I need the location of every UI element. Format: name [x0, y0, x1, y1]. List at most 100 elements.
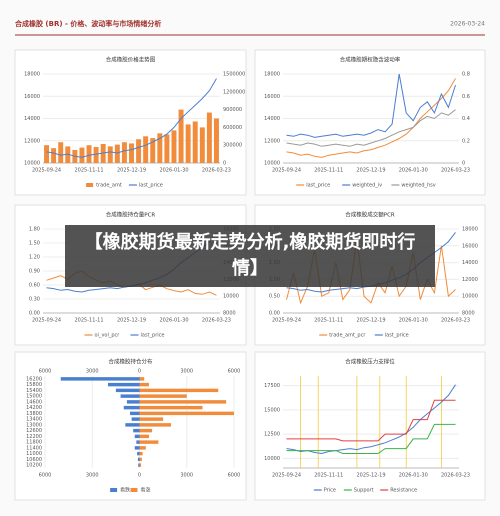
x-tick-label: 2025-11-11 — [74, 168, 103, 174]
legend-label: trade_amt_pcr — [329, 333, 366, 339]
y2-tick-label: 0 — [223, 161, 226, 167]
line — [286, 73, 456, 138]
y2-tick-label: 16000 — [462, 243, 478, 249]
bar — [123, 405, 140, 410]
x-tick-label: 3000 — [180, 369, 193, 375]
bar — [121, 142, 127, 163]
chart-panel: 合成橡胶压力支撑位 Price Support Resistance 10000 1250… — [254, 351, 486, 501]
chart-title: 合成橡胶成交额PCR — [345, 211, 395, 219]
x-tick-label: 3000 — [86, 473, 99, 479]
bar — [137, 457, 140, 462]
bar — [139, 463, 142, 467]
x-tick-label: 2025-12-19 — [356, 168, 385, 174]
bar — [125, 423, 140, 427]
legend-label: Price — [324, 488, 336, 494]
line — [286, 399, 456, 442]
bar — [139, 423, 171, 427]
bar — [137, 451, 140, 456]
y-tick-label: 13000 — [26, 422, 42, 428]
y-tick-label: 17500 — [264, 383, 280, 389]
x-tick-label: 2026-01-30 — [159, 318, 188, 324]
chart-title: 合成橡胶期权隐含波动率 — [340, 56, 401, 64]
bar — [134, 434, 140, 439]
x-tick-label: 2026-03-23 — [441, 168, 470, 174]
y-tick-label: 0.50 — [269, 294, 280, 300]
bar — [44, 145, 50, 163]
x-tick-label: 2025-12-19 — [117, 168, 146, 174]
x-tick-label: 2025-12-19 — [356, 318, 385, 324]
bar — [143, 136, 149, 163]
panel-bg — [254, 351, 486, 501]
legend-label: oi_vol_pcr — [95, 333, 121, 339]
bar — [157, 133, 163, 163]
bar — [139, 382, 149, 387]
x-tick-label: 2025-09-24 — [272, 318, 301, 324]
bar — [114, 144, 120, 163]
bar — [139, 394, 187, 398]
y-tick-label: 1.20 — [29, 255, 40, 261]
legend-label: Resistance — [390, 488, 417, 494]
y2-tick-label: 0.6 — [462, 94, 470, 100]
bar — [58, 142, 64, 163]
y2-tick-label: 10000 — [223, 294, 239, 300]
bar — [108, 382, 140, 387]
y-tick-label: 16200 — [26, 376, 42, 382]
x-tick-label: 3000 — [86, 369, 99, 375]
legend-label: weighted_hsv — [401, 183, 435, 189]
legend-swatch — [110, 488, 118, 492]
bar — [60, 377, 140, 381]
bar — [192, 121, 198, 163]
bar — [206, 112, 212, 163]
x-tick-label: 0 — [138, 369, 141, 375]
legend-swatch — [130, 488, 138, 492]
y2-tick-label: 0.8 — [462, 72, 470, 78]
bar — [136, 139, 142, 163]
x-tick-label: 2025-09-24 — [272, 168, 301, 174]
y-tick-label: 13800 — [26, 411, 42, 417]
x-tick-label: 2026-01-30 — [399, 473, 428, 479]
x-tick-label: 2025-12-19 — [356, 473, 385, 479]
chart-title: 合成橡胶价格走势图 — [106, 56, 156, 64]
y2-tick-label: 600000 — [223, 125, 242, 131]
y2-tick-label: 14000 — [462, 260, 478, 266]
y-tick-label: 18000 — [264, 72, 280, 78]
bar — [139, 405, 203, 410]
y2-tick-label: 18000 — [462, 227, 478, 233]
legend-label: last_price — [139, 183, 163, 189]
x-tick-label: 6000 — [228, 369, 241, 375]
bar — [199, 127, 205, 163]
bar — [185, 124, 191, 163]
x-tick-label: 2026-01-30 — [159, 168, 188, 174]
bar — [93, 146, 99, 163]
bar — [130, 411, 140, 416]
x-tick-label: 2025-11-11 — [314, 318, 343, 324]
y-tick-label: 16000 — [264, 94, 280, 100]
y-tick-label: 15800 — [26, 382, 42, 388]
y2-tick-label: 300000 — [223, 143, 242, 149]
legend-label: last_price — [306, 183, 330, 189]
y2-tick-label: 1200000 — [223, 89, 245, 95]
y-tick-label: 15000 — [26, 394, 42, 400]
x-tick-label: 2026-01-30 — [399, 318, 428, 324]
bar — [139, 434, 149, 439]
x-tick-label: 2026-03-23 — [202, 318, 231, 324]
y2-tick-label: 12000 — [462, 277, 478, 283]
bar — [171, 130, 177, 163]
line — [286, 384, 456, 455]
chart-panel: 合成橡胶期权隐含波动率 last_price weighted_iv weighted… — [254, 49, 486, 196]
y2-tick-label: 0 — [462, 161, 465, 167]
x-tick-label: 2025-11-11 — [314, 168, 343, 174]
y2-tick-label: 1500000 — [223, 72, 245, 78]
bar — [133, 428, 140, 433]
legend-label: Support — [354, 488, 374, 494]
y-tick-label: 11400 — [26, 445, 42, 451]
x-tick-label: 2025-11-11 — [314, 473, 343, 479]
bar — [115, 388, 140, 393]
bar — [139, 457, 142, 462]
y-tick-label: 0.00 — [29, 311, 40, 317]
bar — [120, 394, 140, 398]
line — [286, 78, 456, 158]
page-date: 2026-03-24 — [450, 21, 485, 28]
